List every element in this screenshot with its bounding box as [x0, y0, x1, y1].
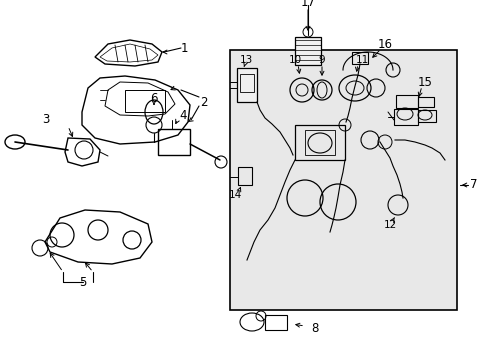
Bar	[417, 110, 435, 122]
Bar	[351, 52, 367, 64]
Bar	[393, 109, 417, 125]
Bar	[264, 315, 286, 330]
Text: 14: 14	[228, 190, 241, 200]
Text: 4: 4	[179, 109, 186, 122]
Text: 2: 2	[200, 95, 207, 108]
Text: 15: 15	[417, 76, 431, 89]
Bar	[294, 125, 345, 160]
Bar	[305, 130, 334, 155]
Text: 11: 11	[355, 55, 368, 65]
Bar	[237, 68, 257, 102]
Bar	[229, 50, 456, 310]
Text: 5: 5	[79, 275, 86, 288]
Text: 16: 16	[377, 39, 392, 51]
Text: 8: 8	[311, 321, 318, 334]
Text: 10: 10	[288, 55, 301, 65]
Text: 9: 9	[318, 55, 325, 65]
Bar	[238, 167, 251, 185]
Text: 7: 7	[469, 179, 477, 192]
Text: 12: 12	[383, 220, 396, 230]
Bar	[125, 90, 164, 112]
Bar	[395, 95, 417, 108]
Bar	[294, 37, 320, 65]
Text: 6: 6	[150, 91, 158, 104]
Bar	[240, 74, 253, 92]
Text: 13: 13	[239, 55, 252, 65]
Text: 17: 17	[300, 0, 315, 9]
Bar	[417, 97, 433, 107]
Bar	[158, 129, 190, 155]
Text: 3: 3	[42, 113, 50, 126]
Text: 1: 1	[180, 41, 187, 54]
